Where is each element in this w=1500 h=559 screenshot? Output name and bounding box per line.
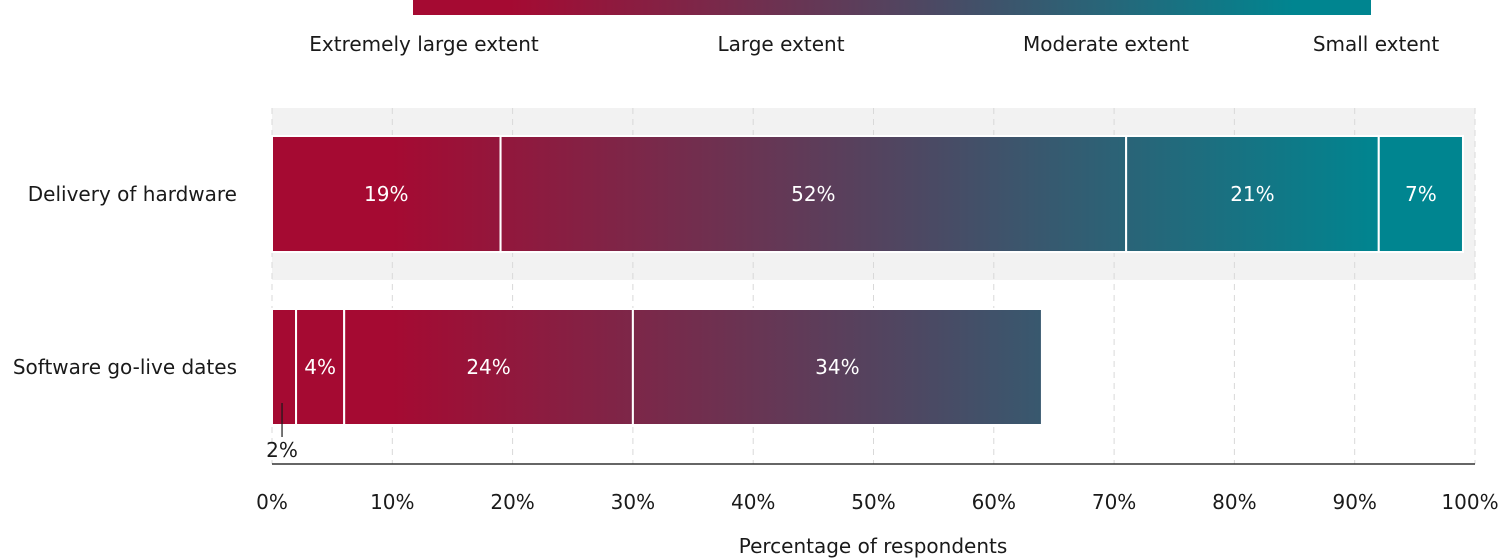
x-tick-label: 40%	[731, 490, 775, 514]
legend-label: Small extent	[1313, 32, 1440, 56]
legend: Extremely large extent Large extent Modera…	[309, 32, 1439, 56]
x-tick-label: 70%	[1092, 490, 1136, 514]
value-label: 2%	[266, 438, 298, 462]
value-labels: 19% 52% 21% 7% 2% 4% 24% 34%	[266, 182, 1437, 462]
x-tick-label: 50%	[851, 490, 895, 514]
bar-segment	[295, 308, 346, 426]
x-tick-label: 30%	[611, 490, 655, 514]
value-label: 7%	[1405, 182, 1437, 206]
legend-label: Large extent	[717, 32, 844, 56]
x-tick-label: 80%	[1212, 490, 1256, 514]
bar-segment	[343, 308, 634, 426]
value-label: 34%	[815, 355, 859, 379]
value-label: 24%	[466, 355, 510, 379]
bar-segment	[1125, 135, 1380, 253]
value-label: 52%	[791, 182, 835, 206]
x-axis-title: Percentage of respondents	[739, 534, 1008, 558]
x-tick-label: 0%	[256, 490, 288, 514]
value-label: 19%	[364, 182, 408, 206]
bar-segments	[271, 135, 1464, 426]
bar-segment	[271, 308, 298, 426]
x-tick-label: 90%	[1332, 490, 1376, 514]
category-labels: Delivery of hardware Software go-live dat…	[13, 182, 237, 379]
value-label: 4%	[304, 355, 336, 379]
x-tick-label: 10%	[370, 490, 414, 514]
x-tick-label: 20%	[490, 490, 534, 514]
x-axis-ticks: 0% 10% 20% 30% 40% 50% 60% 70% 80% 90% 100%	[256, 490, 1498, 514]
x-tick-label: 60%	[972, 490, 1016, 514]
bar-segment	[499, 135, 1128, 253]
bar-segment	[631, 308, 1043, 426]
category-label: Software go-live dates	[13, 355, 237, 379]
legend-label: Extremely large extent	[309, 32, 539, 56]
x-tick-label: 100%	[1441, 490, 1498, 514]
value-label: 21%	[1230, 182, 1274, 206]
category-label: Delivery of hardware	[28, 182, 237, 206]
legend-label: Moderate extent	[1023, 32, 1189, 56]
legend-gradient-bar	[413, 0, 1371, 15]
bar-segment	[1377, 135, 1464, 253]
